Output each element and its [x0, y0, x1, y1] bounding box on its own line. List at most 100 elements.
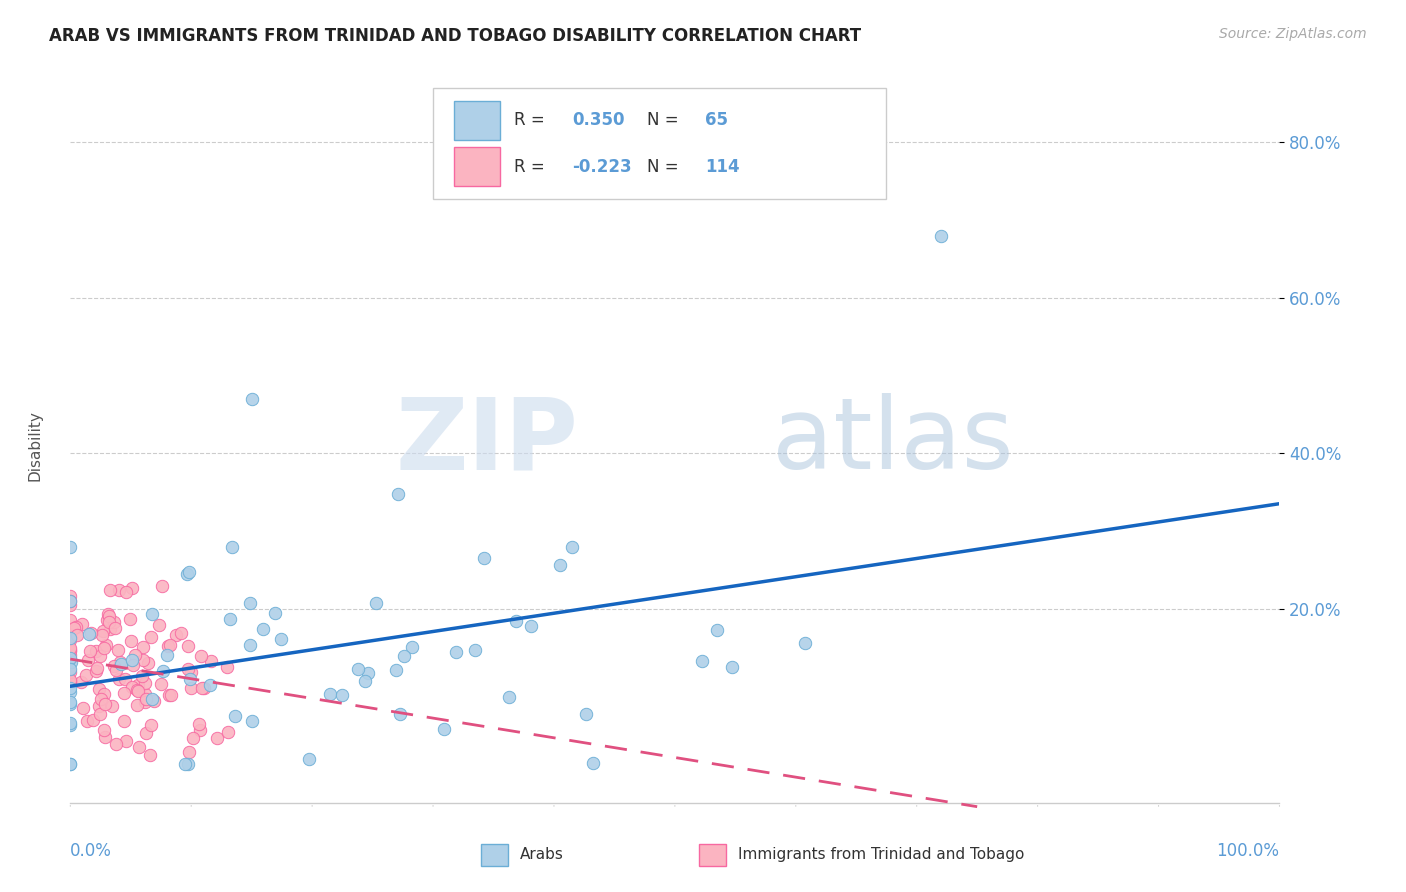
Text: Immigrants from Trinidad and Tobago: Immigrants from Trinidad and Tobago: [738, 847, 1024, 863]
Point: [110, 657, 132, 671]
Text: 100.0%: 100.0%: [1216, 842, 1279, 860]
Point: [464, 643, 486, 657]
Point: [690, 654, 713, 668]
Point: [107, 643, 129, 657]
Point: [98, 609, 121, 624]
Point: [149, 677, 172, 691]
Point: [59, 655, 82, 669]
Point: [159, 688, 181, 702]
Point: [128, 739, 150, 754]
Point: [136, 657, 159, 671]
Point: [59, 640, 82, 655]
Point: [176, 662, 198, 676]
Point: [89, 707, 111, 722]
Point: [107, 583, 129, 598]
Point: [91, 624, 114, 638]
Point: [548, 558, 571, 573]
Point: [929, 228, 952, 243]
Point: [86, 661, 108, 675]
Point: [706, 624, 728, 638]
Point: [59, 663, 82, 677]
Point: [170, 626, 193, 640]
Text: Arabs: Arabs: [520, 847, 564, 863]
Text: -0.223: -0.223: [572, 158, 631, 176]
Point: [217, 724, 239, 739]
Point: [190, 648, 212, 663]
Point: [59, 630, 82, 644]
Point: [63, 621, 86, 635]
Point: [135, 692, 157, 706]
Point: [173, 756, 195, 771]
Point: [446, 645, 468, 659]
Point: [59, 626, 82, 640]
Point: [77, 653, 100, 667]
Point: [59, 674, 82, 689]
Point: [181, 731, 204, 745]
Point: [793, 636, 815, 650]
Point: [104, 622, 127, 636]
Point: [141, 692, 163, 706]
Point: [127, 698, 149, 713]
Point: [357, 666, 380, 681]
Point: [105, 737, 128, 751]
Point: [217, 660, 239, 674]
Point: [69, 675, 91, 690]
Point: [433, 722, 456, 736]
Point: [59, 718, 82, 732]
Point: [120, 612, 142, 626]
Point: [193, 681, 215, 695]
Point: [59, 673, 82, 687]
Point: [159, 638, 181, 652]
Point: [59, 644, 82, 658]
Point: [561, 540, 583, 554]
Point: [84, 664, 107, 678]
Text: 114: 114: [706, 158, 740, 176]
Point: [366, 596, 388, 610]
Point: [384, 663, 406, 677]
Point: [59, 643, 82, 657]
Point: [179, 745, 201, 759]
Point: [115, 585, 138, 599]
Point: [132, 653, 155, 667]
Point: [59, 756, 82, 771]
Point: [141, 607, 163, 622]
Point: [346, 662, 368, 676]
Point: [59, 665, 82, 679]
Point: [72, 700, 94, 714]
FancyBboxPatch shape: [433, 87, 887, 200]
Point: [98, 582, 121, 597]
Point: [187, 716, 209, 731]
Point: [89, 648, 111, 663]
Point: [401, 640, 423, 655]
Text: R =: R =: [515, 112, 550, 129]
Point: [59, 695, 82, 709]
Point: [120, 634, 142, 648]
Point: [72, 617, 94, 632]
Point: [134, 695, 156, 709]
Point: [93, 697, 115, 711]
Point: [387, 486, 409, 500]
Point: [98, 622, 121, 636]
Point: [520, 618, 543, 632]
Point: [179, 672, 201, 686]
Point: [180, 665, 202, 680]
Point: [75, 668, 97, 682]
Text: 0.0%: 0.0%: [70, 842, 112, 860]
Point: [59, 631, 82, 645]
Point: [121, 653, 143, 667]
Point: [101, 699, 124, 714]
Point: [141, 630, 163, 644]
Point: [474, 551, 496, 566]
Point: [107, 672, 129, 686]
Point: [221, 540, 243, 554]
Point: [240, 392, 263, 406]
Point: [157, 688, 180, 702]
Point: [353, 673, 375, 688]
Point: [148, 618, 170, 632]
Point: [165, 627, 187, 641]
Point: [82, 714, 104, 728]
Point: [122, 657, 145, 672]
Point: [575, 707, 598, 722]
Point: [59, 756, 82, 771]
Point: [190, 681, 212, 696]
